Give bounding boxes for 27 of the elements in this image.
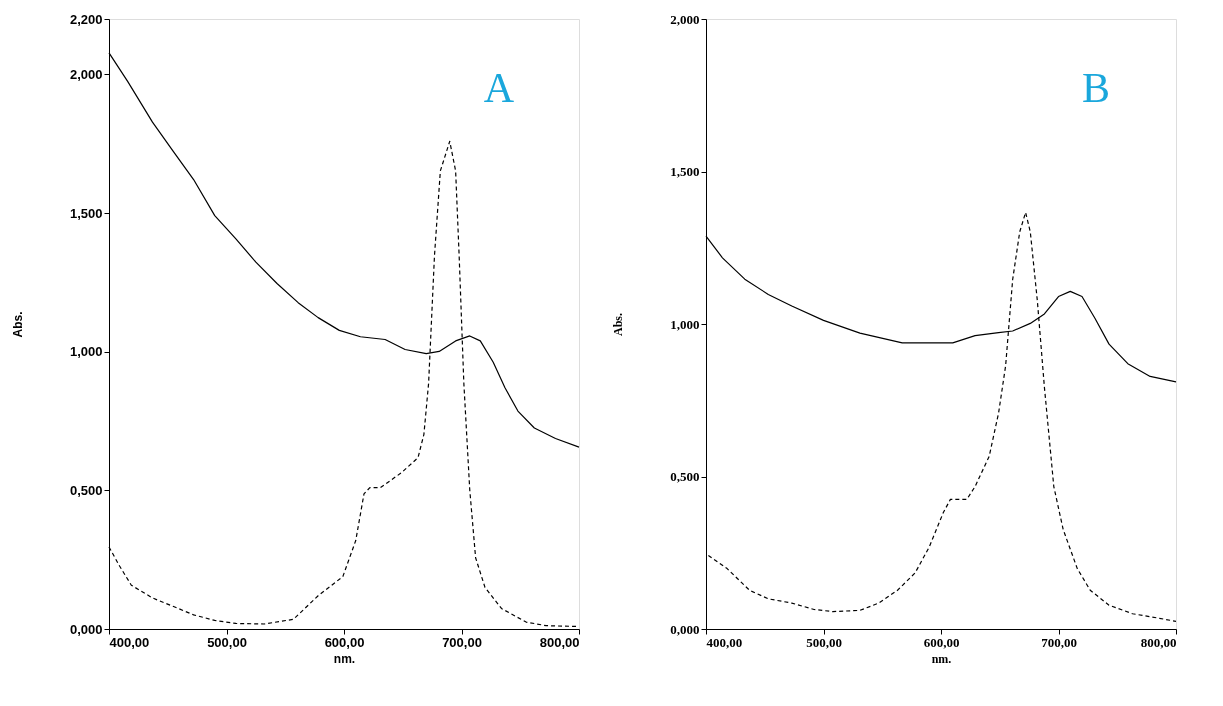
x-tick-label: 500,00 [806,634,842,650]
x-tick-label: 600,00 [923,634,960,650]
y-tick-label: 1,000 [69,344,103,360]
x-tick-label: 400,00 [109,634,150,650]
x-tick-label: 700,00 [442,634,482,650]
x-axis-title: nm. [931,651,952,666]
y-tick-label: 1,500 [69,205,103,221]
y-tick-label: 0,000 [670,621,700,637]
x-tick-label: 400,00 [706,634,743,650]
y-tick-label: 0,000 [69,621,103,637]
y-tick-label: 2,000 [670,11,700,27]
y-axis-title: Abs. [10,311,25,338]
y-tick-label: 1,000 [670,316,700,332]
x-tick-label: 700,00 [1041,634,1077,650]
x-tick-label: 500,00 [207,634,247,650]
y-tick-label: 2,200 [69,11,103,27]
y-tick-label: 0,500 [670,469,700,484]
annotation: A [483,65,515,111]
annotation: B [1081,65,1111,111]
x-tick-label: 800,00 [1140,634,1177,650]
y-tick-label: 1,500 [670,164,700,179]
y-tick-label: 0,500 [69,482,103,498]
y-tick-label: 2,000 [69,66,103,82]
x-tick-label: 800,00 [539,634,580,650]
x-axis-title: nm. [333,651,356,666]
y-axis-title: Abs. [611,312,626,337]
x-tick-label: 600,00 [324,634,365,650]
